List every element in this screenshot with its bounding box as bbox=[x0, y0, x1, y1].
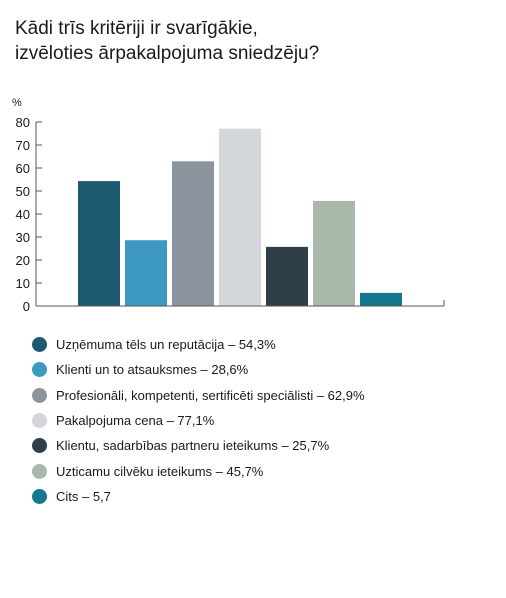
legend-swatch bbox=[32, 362, 47, 378]
y-axis-unit-label: % bbox=[12, 97, 22, 109]
legend-label: Klientu, sadarbības partneru ieteikums –… bbox=[56, 438, 330, 454]
y-tick-label: 70 bbox=[16, 138, 30, 153]
chart-title-line-2: izvēloties ārpakalpojuma sniedzēju? bbox=[15, 43, 320, 64]
bar bbox=[266, 246, 308, 306]
bar bbox=[78, 181, 120, 306]
legend-label: Klienti un to atsauksmes – 28,6% bbox=[56, 362, 249, 378]
legend-swatch bbox=[32, 488, 47, 504]
legend-swatch bbox=[32, 413, 47, 429]
legend-item: Klientu, sadarbības partneru ieteikums –… bbox=[32, 433, 365, 458]
legend-swatch bbox=[32, 438, 47, 454]
legend-swatch bbox=[32, 387, 47, 403]
legend-label: Uzņēmuma tēls un reputācija – 54,3% bbox=[56, 337, 276, 353]
legend-swatch bbox=[32, 463, 47, 479]
y-tick-label: 30 bbox=[16, 230, 30, 245]
y-tick-label: 40 bbox=[16, 207, 30, 222]
legend-item: Klienti un to atsauksmes – 28,6% bbox=[32, 357, 365, 382]
legend-item: Uzticamu cilvēku ieteikums – 45,7% bbox=[32, 458, 365, 483]
bar bbox=[172, 161, 214, 306]
legend-item: Cits – 5,7 bbox=[32, 484, 365, 509]
legend-label: Cits – 5,7 bbox=[56, 488, 111, 504]
legend-item: Uzņēmuma tēls un reputācija – 54,3% bbox=[32, 332, 365, 357]
y-tick-label: 10 bbox=[16, 276, 30, 291]
bar bbox=[313, 200, 355, 306]
y-tick-label: 50 bbox=[16, 184, 30, 199]
bar-chart: % 0 10 20 30 40 50 60 70 80 bbox=[12, 97, 445, 314]
y-tick-label: 80 bbox=[16, 115, 30, 130]
legend-label: Pakalpojuma cena – 77,1% bbox=[56, 413, 215, 429]
bar bbox=[360, 292, 402, 306]
chart-title: Kādi trīs kritēriji ir svarīgākie, izvēl… bbox=[15, 16, 495, 66]
legend-item: Pakalpojuma cena – 77,1% bbox=[32, 408, 365, 433]
y-tick-label: 20 bbox=[16, 253, 30, 268]
legend-label: Profesionāli, kompetenti, sertificēti sp… bbox=[56, 387, 365, 403]
legend-label: Uzticamu cilvēku ieteikums – 45,7% bbox=[56, 463, 264, 479]
bar bbox=[219, 128, 261, 306]
legend-item: Profesionāli, kompetenti, sertificēti sp… bbox=[32, 383, 365, 408]
bar bbox=[125, 240, 167, 306]
legend-swatch bbox=[32, 337, 47, 353]
bars bbox=[78, 128, 402, 306]
y-axis: 0 10 20 30 40 50 60 70 80 bbox=[16, 115, 42, 314]
y-tick-label: 0 bbox=[23, 299, 30, 314]
chart-title-line-1: Kādi trīs kritēriji ir svarīgākie, bbox=[15, 18, 258, 39]
y-tick-label: 60 bbox=[16, 161, 30, 176]
legend: Uzņēmuma tēls un reputācija – 54,3% Klien… bbox=[32, 332, 365, 509]
